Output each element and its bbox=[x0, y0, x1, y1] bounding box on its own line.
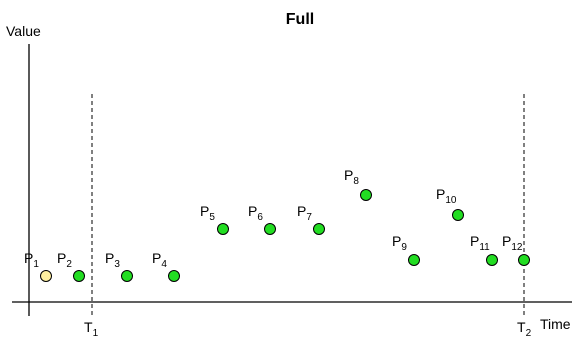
marker-t2-label-base: T bbox=[517, 319, 526, 335]
point-p5-label: P5 bbox=[200, 203, 215, 223]
point-p4-label-base: P bbox=[152, 250, 161, 266]
point-p8-label-sub: 8 bbox=[353, 176, 359, 187]
point-p11-label-sub: 11 bbox=[479, 242, 490, 253]
point-p1-label: P1 bbox=[24, 250, 39, 270]
marker-t2-label-sub: 2 bbox=[526, 328, 532, 339]
point-p9-label-sub: 9 bbox=[401, 242, 407, 253]
point-p5: P5 bbox=[200, 203, 229, 235]
y-axis-label: Value bbox=[6, 23, 41, 39]
diagram-title: Full bbox=[286, 11, 314, 28]
point-p1-marker bbox=[40, 270, 52, 282]
point-p11-label-base: P bbox=[470, 233, 479, 249]
marker-t2: T2 bbox=[517, 94, 532, 339]
point-p9: P9 bbox=[392, 233, 420, 266]
point-p6-label-sub: 6 bbox=[257, 212, 263, 223]
point-p12-label: P12 bbox=[502, 233, 523, 253]
point-p5-label-base: P bbox=[200, 203, 209, 219]
point-p10-label-base: P bbox=[436, 186, 445, 202]
point-p2-label-base: P bbox=[57, 250, 66, 266]
marker-t1-label-base: T bbox=[84, 319, 93, 335]
point-p10-label: P10 bbox=[436, 186, 457, 206]
point-p7-label-base: P bbox=[297, 203, 306, 219]
point-p5-marker bbox=[217, 223, 229, 235]
point-p3: P3 bbox=[105, 250, 133, 282]
point-p2-marker bbox=[73, 270, 85, 282]
point-p10: P10 bbox=[436, 186, 464, 221]
point-p2-label-sub: 2 bbox=[66, 259, 72, 270]
point-p1-label-base: P bbox=[24, 250, 33, 266]
point-p1: P1 bbox=[24, 250, 52, 282]
point-p4-marker bbox=[168, 270, 180, 282]
point-p6-marker bbox=[264, 223, 276, 235]
x-axis-label: Time bbox=[540, 316, 571, 332]
point-p3-marker bbox=[121, 270, 133, 282]
point-p2: P2 bbox=[57, 250, 85, 282]
marker-t1-label-sub: 1 bbox=[93, 328, 99, 339]
point-p9-label: P9 bbox=[392, 233, 407, 253]
point-p4-label: P4 bbox=[152, 250, 167, 270]
point-p11-marker bbox=[486, 254, 498, 266]
point-p8-label: P8 bbox=[344, 167, 359, 187]
point-p7: P7 bbox=[297, 203, 325, 235]
point-p4-label-sub: 4 bbox=[161, 259, 167, 270]
point-p1-label-sub: 1 bbox=[33, 259, 39, 270]
point-p7-label: P7 bbox=[297, 203, 312, 223]
point-p10-label-sub: 10 bbox=[445, 195, 457, 206]
point-p11: P11 bbox=[470, 233, 498, 266]
point-p11-label: P11 bbox=[470, 233, 490, 253]
point-p12-label-sub: 12 bbox=[511, 242, 523, 253]
point-p8-marker bbox=[360, 189, 372, 201]
point-p6-label-base: P bbox=[248, 203, 257, 219]
point-p8: P8 bbox=[344, 167, 372, 201]
point-p5-label-sub: 5 bbox=[209, 212, 215, 223]
point-p8-label-base: P bbox=[344, 167, 353, 183]
point-p7-marker bbox=[313, 223, 325, 235]
point-p4: P4 bbox=[152, 250, 180, 282]
point-p12-label-base: P bbox=[502, 233, 511, 249]
point-p3-label-base: P bbox=[105, 250, 114, 266]
point-p2-label: P2 bbox=[57, 250, 72, 270]
point-p12: P12 bbox=[502, 233, 530, 266]
point-p6-label: P6 bbox=[248, 203, 263, 223]
point-p3-label-sub: 3 bbox=[114, 259, 120, 270]
point-p9-label-base: P bbox=[392, 233, 401, 249]
point-p10-marker bbox=[452, 209, 464, 221]
point-p12-marker bbox=[518, 254, 530, 266]
marker-t1-label: T1 bbox=[84, 319, 99, 339]
point-p7-label-sub: 7 bbox=[306, 212, 312, 223]
point-p6: P6 bbox=[248, 203, 276, 235]
point-p3-label: P3 bbox=[105, 250, 120, 270]
marker-t2-label: T2 bbox=[517, 319, 532, 339]
marker-t1: T1 bbox=[84, 94, 99, 339]
point-p9-marker bbox=[408, 254, 420, 266]
